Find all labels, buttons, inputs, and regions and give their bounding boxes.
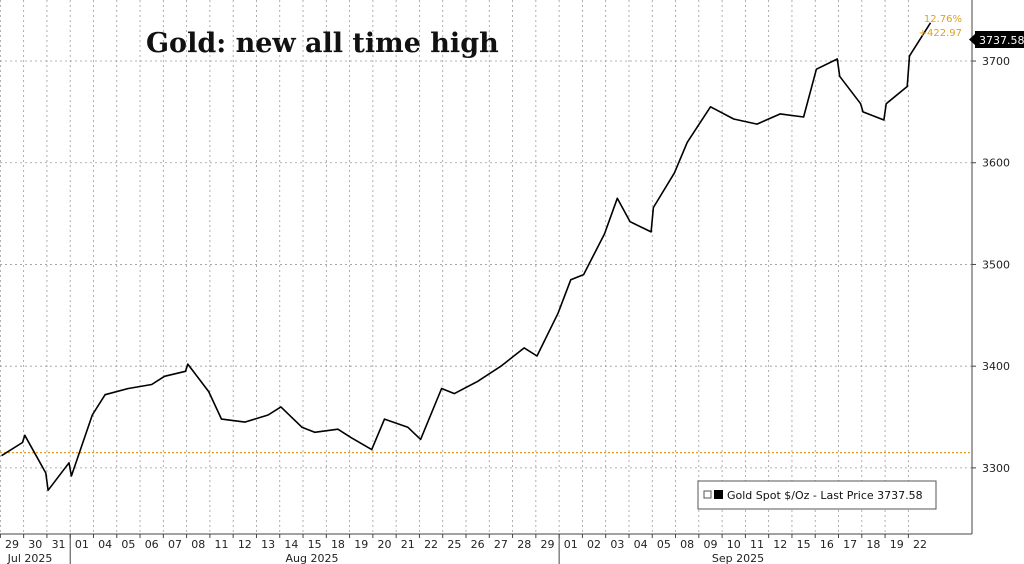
last-price-value: 3737.58 — [979, 34, 1024, 47]
y-tick-label: 3400 — [982, 360, 1010, 373]
y-tick-labels: 3300 3400 3500 3600 3700 — [972, 55, 1010, 475]
x-tick-label: 29 — [540, 538, 554, 551]
x-tick-label: 04 — [634, 538, 648, 551]
pct-change-text: 12.76% — [924, 14, 962, 25]
change-annotation: 12.76% +422.97 — [919, 14, 962, 39]
legend-toggle-icon — [703, 490, 712, 499]
x-tick-label: 18 — [331, 538, 345, 551]
x-tick-label: 05 — [657, 538, 671, 551]
x-tick-label: 09 — [703, 538, 717, 551]
y-tick-label: 3600 — [982, 157, 1010, 170]
x-tick-label: 07 — [168, 538, 182, 551]
x-tick-label: 28 — [517, 538, 531, 551]
x-tick-labels: 29 30 31 01 04 05 06 07 08 11 12 13 14 15 18 19 20 21 22 25… — [5, 538, 927, 551]
x-tick-label: 04 — [98, 538, 112, 551]
month-labels: Jul 2025 Aug 2025 Sep 2025 — [7, 552, 765, 564]
x-tick-label: 15 — [308, 538, 322, 551]
x-tick-label: 16 — [820, 538, 834, 551]
month-label: Sep 2025 — [712, 552, 764, 564]
x-tick-label: 18 — [866, 538, 880, 551]
x-tick-label: 22 — [424, 538, 438, 551]
x-tick-label: 19 — [354, 538, 368, 551]
gold-price-line — [1, 22, 932, 492]
x-tick-label: 22 — [913, 538, 927, 551]
y-tick-label: 3700 — [982, 55, 1010, 68]
y-tick-label: 3500 — [982, 258, 1010, 271]
x-tick-label: 15 — [797, 538, 811, 551]
x-tick-label: 13 — [261, 538, 275, 551]
series-layer — [1, 22, 932, 492]
abs-change-text: +422.97 — [919, 28, 962, 39]
legend: Gold Spot $/Oz - Last Price 3737.58 — [697, 480, 937, 510]
x-tick-label: 12 — [238, 538, 252, 551]
x-tick-label: 05 — [121, 538, 135, 551]
grid-lines — [0, 0, 972, 534]
x-tick-label: 19 — [890, 538, 904, 551]
x-tick-label: 11 — [215, 538, 229, 551]
last-price-tag: 3737.58 — [969, 31, 1024, 48]
month-label: Aug 2025 — [286, 552, 339, 564]
chart-title: Gold: new all time high — [146, 28, 499, 59]
x-tick-label: 12 — [773, 538, 787, 551]
x-tick-label: 25 — [447, 538, 461, 551]
y-tick-label: 3300 — [982, 462, 1010, 475]
x-tick-label: 30 — [28, 538, 42, 551]
legend-label: Gold Spot $/Oz - Last Price 3737.58 — [727, 489, 923, 502]
month-label: Jul 2025 — [7, 552, 53, 564]
x-tick-label: 14 — [284, 538, 298, 551]
x-tick-label: 10 — [727, 538, 741, 551]
x-tick-label: 29 — [5, 538, 19, 551]
axes — [0, 0, 973, 564]
x-tick-label: 01 — [75, 538, 89, 551]
x-tick-label: 17 — [843, 538, 857, 551]
x-tick-label: 31 — [52, 538, 66, 551]
x-tick-label: 20 — [378, 538, 392, 551]
x-tick-label: 08 — [191, 538, 205, 551]
x-tick-label: 08 — [680, 538, 694, 551]
x-tick-label: 27 — [494, 538, 508, 551]
x-tick-label: 02 — [587, 538, 601, 551]
x-tick-label: 03 — [610, 538, 624, 551]
x-tick-label: 06 — [145, 538, 159, 551]
x-tick-label: 01 — [564, 538, 578, 551]
legend-swatch — [714, 490, 723, 499]
x-tick-label: 26 — [471, 538, 485, 551]
x-tick-label: 21 — [401, 538, 415, 551]
x-tick-label: 11 — [750, 538, 764, 551]
